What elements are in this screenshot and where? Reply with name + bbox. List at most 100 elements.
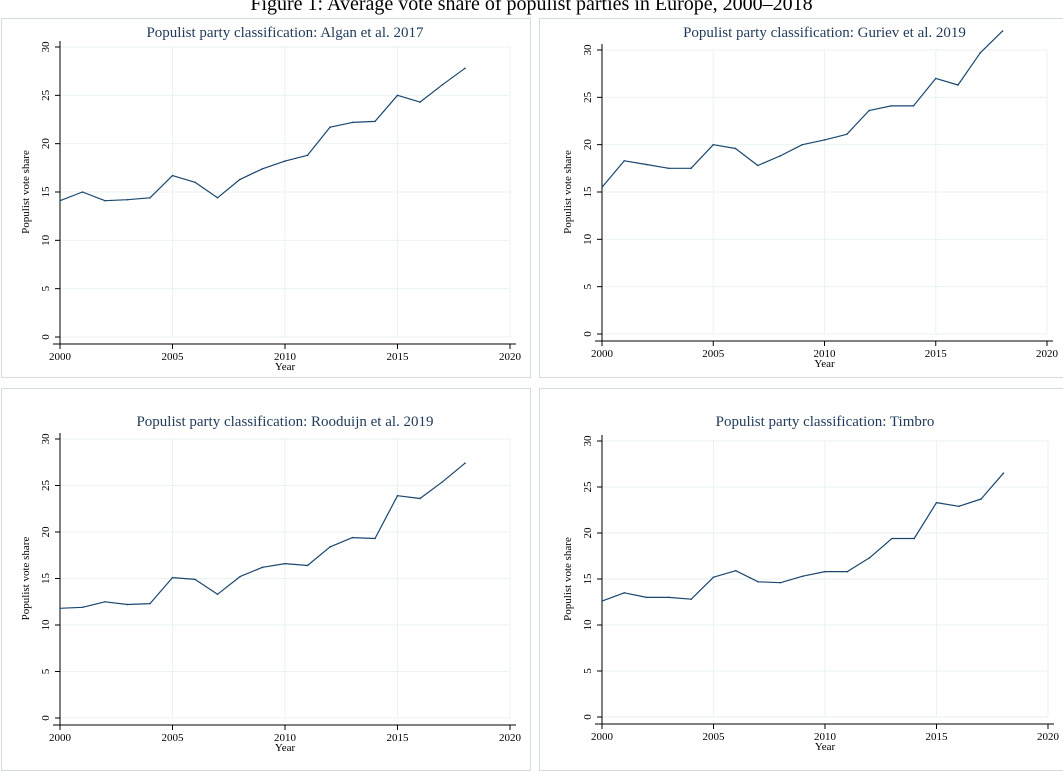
x-tick-label: 2005 [702,348,725,360]
data-point [891,537,893,540]
data-point [779,155,781,157]
data-point [194,578,196,581]
chart-panel-algan: Populist party classification: Algan et … [1,18,531,378]
x-axis-title: Year [275,361,296,373]
y-tick-label: 25 [582,91,594,103]
data-point [194,181,196,184]
data-point [979,52,982,54]
data-point [690,598,692,601]
data-point [1001,30,1004,32]
data-point [306,564,309,567]
data-point [104,600,106,603]
x-tick-label: 2020 [1037,731,1060,743]
x-tick-label: 2010 [274,732,297,744]
y-tick-label: 10 [40,619,52,631]
data-point [441,480,444,483]
data-point [846,570,849,573]
y-tick-label: 5 [40,285,52,291]
series-line [601,30,1003,188]
x-tick-label: 2010 [814,348,837,360]
y-tick-label: 15 [582,186,594,198]
data-point [329,126,331,129]
x-tick-label: 2000 [49,732,72,744]
x-tick-label: 2005 [703,731,726,743]
data-point [890,105,893,107]
y-tick-label: 30 [582,44,594,56]
y-axis-title: Populist vote share [20,537,32,621]
data-point [645,163,648,166]
x-tick-label: 2015 [387,351,410,363]
data-point [668,596,670,599]
y-tick-label: 0 [40,334,52,340]
y-tick-label: 10 [582,233,594,245]
x-axis-title: Year [275,742,296,754]
y-tick-label: 30 [40,433,52,445]
data-point [239,575,241,578]
data-point [149,602,151,605]
data-point [623,159,626,162]
data-point [126,603,129,606]
data-point [756,164,759,167]
chart-title: Populist party classification: Rooduijn … [136,414,433,430]
data-point [419,101,421,103]
data-point [351,536,354,539]
data-point [216,197,219,199]
data-point [845,133,848,136]
data-point [104,199,106,202]
data-point [935,501,938,504]
y-tick-label: 0 [582,331,594,337]
data-point [396,94,399,97]
x-tick-label: 2010 [814,731,837,743]
x-tick-label: 2015 [926,731,949,743]
x-tick-label: 2005 [162,732,185,744]
y-tick-label: 30 [40,41,52,53]
data-point [868,109,870,112]
x-tick-label: 2020 [499,351,522,363]
figure-title: Figure 1: Average vote share of populist… [250,0,813,15]
data-point [667,167,670,170]
data-point [419,497,421,500]
data-point [126,198,129,201]
y-tick-label: 10 [40,234,52,246]
data-point [59,607,61,610]
y-tick-label: 25 [40,480,52,492]
y-tick-label: 30 [582,435,594,447]
chart-panel-timbro: Populist party classification: Timbro 0 5 1… [539,388,1063,771]
x-axis-title: Year [815,741,836,753]
chart-svg: Populist party classification: Guriev et… [562,25,1059,370]
data-point [734,147,737,150]
data-point [957,84,959,86]
x-axis-title: Year [814,358,835,370]
x-tick-label: 2005 [162,351,185,363]
data-point [601,186,603,189]
x-tick-label: 2015 [925,348,948,360]
data-point [396,494,399,497]
data-point [779,581,782,584]
data-point [171,576,174,579]
data-point [284,160,286,162]
data-point [81,191,84,193]
data-point [712,143,715,146]
data-point [958,505,960,508]
data-point [712,576,715,578]
data-point [868,557,871,559]
chart-panel-guriev: Populist party classification: Guriev et… [539,18,1063,378]
data-point [464,67,466,70]
data-point [171,174,174,177]
chart-svg: Populist party classification: Rooduijn … [20,414,522,754]
x-tick-label: 2000 [591,348,614,360]
data-point [59,199,61,202]
data-point [239,178,241,181]
data-point [601,600,603,602]
data-point [757,580,759,583]
chart-svg: Populist party classification: Algan et … [20,25,522,373]
series-line [601,472,1004,602]
data-point [801,143,804,146]
data-point [980,498,982,500]
data-point [261,566,264,569]
y-tick-label: 20 [40,138,52,150]
series-line [59,67,466,202]
y-tick-label: 20 [582,139,594,151]
y-tick-label: 5 [40,668,52,674]
data-point [329,546,331,548]
